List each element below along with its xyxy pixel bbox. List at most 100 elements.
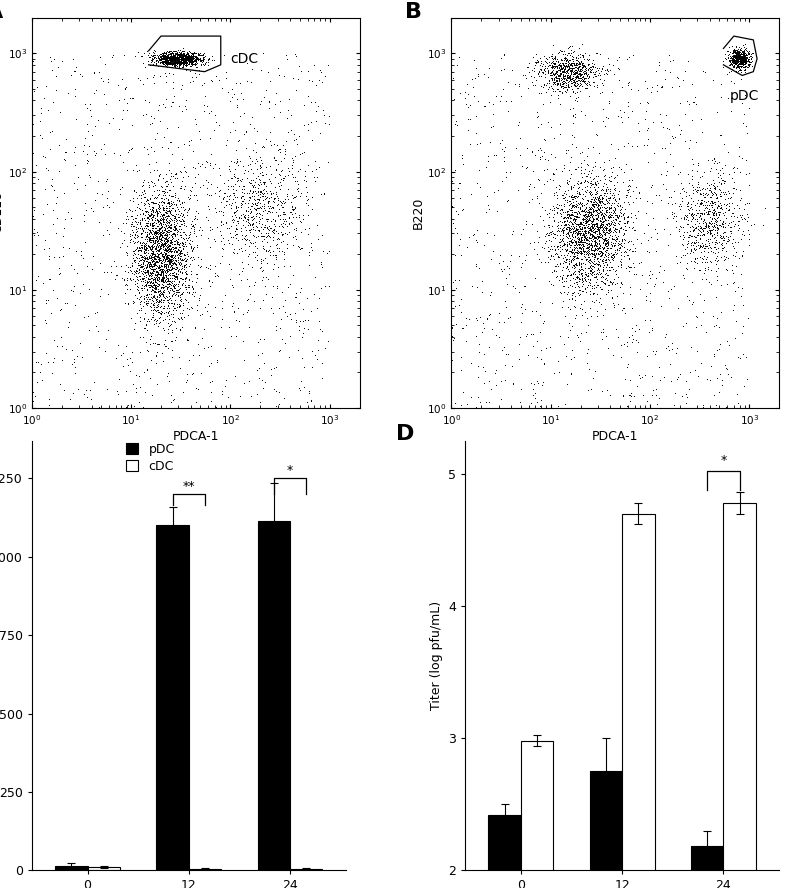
Point (615, 210, 627, 224)
Point (570, 269, 583, 283)
Point (153, 247, 165, 261)
Point (575, 326, 588, 340)
Point (711, 269, 723, 283)
Point (174, 47, 187, 61)
Point (132, 45, 145, 59)
Point (160, 53, 173, 67)
Point (559, 65, 572, 79)
Point (242, 209, 254, 223)
Point (172, 234, 184, 249)
Point (738, 379, 750, 393)
Point (141, 250, 153, 264)
Point (576, 48, 589, 62)
Point (575, 165, 588, 179)
Point (582, 241, 595, 255)
Point (148, 252, 161, 266)
Point (592, 230, 605, 244)
Point (699, 215, 712, 229)
Point (722, 234, 735, 248)
Point (680, 396, 692, 410)
Point (731, 55, 743, 69)
Point (180, 55, 192, 69)
Point (576, 65, 589, 79)
Point (151, 277, 164, 291)
Point (289, 289, 302, 304)
Point (152, 305, 165, 319)
Point (572, 197, 585, 211)
Point (740, 50, 753, 64)
Point (732, 52, 745, 67)
Point (594, 239, 607, 253)
Point (519, 279, 532, 293)
Point (717, 220, 730, 234)
Point (729, 50, 742, 64)
Point (739, 48, 751, 62)
Point (141, 362, 153, 377)
Point (57, 240, 70, 254)
Point (587, 59, 599, 73)
Point (691, 257, 704, 271)
Point (556, 242, 568, 256)
Point (724, 210, 737, 224)
Point (165, 52, 177, 67)
Point (208, 157, 221, 171)
Point (682, 194, 695, 209)
Point (81, 153, 94, 167)
Point (570, 66, 583, 80)
Point (560, 82, 573, 96)
Point (265, 221, 277, 235)
Point (553, 59, 566, 74)
Point (561, 242, 574, 256)
Point (568, 250, 580, 265)
Point (539, 202, 552, 217)
Point (149, 226, 162, 240)
Point (663, 190, 676, 204)
Point (262, 195, 274, 210)
Point (183, 56, 196, 70)
Point (661, 195, 674, 210)
Point (169, 240, 182, 254)
Point (155, 217, 168, 231)
Point (596, 232, 609, 246)
Point (138, 312, 150, 326)
Point (576, 234, 589, 249)
Point (162, 244, 175, 258)
Point (180, 51, 193, 65)
Point (169, 236, 181, 250)
Point (126, 266, 138, 281)
Point (735, 54, 747, 68)
Point (584, 186, 597, 200)
Point (244, 183, 257, 197)
Point (602, 111, 615, 125)
Point (727, 43, 740, 57)
Point (259, 179, 272, 194)
Point (149, 258, 162, 273)
Point (610, 194, 622, 208)
Point (737, 50, 750, 64)
Point (557, 77, 570, 91)
Point (646, 345, 659, 359)
Point (727, 63, 739, 77)
Point (736, 53, 749, 67)
Point (146, 218, 159, 232)
Point (555, 79, 568, 93)
Point (561, 48, 574, 62)
Point (159, 55, 172, 69)
Point (672, 70, 684, 84)
Point (632, 186, 645, 200)
Point (41, 355, 54, 369)
Point (541, 162, 553, 176)
Point (553, 83, 566, 98)
Point (659, 155, 672, 170)
Point (713, 208, 726, 222)
Point (162, 51, 175, 65)
Point (162, 307, 175, 321)
Point (100, 265, 113, 279)
Point (140, 244, 153, 258)
Point (702, 225, 715, 239)
Point (192, 223, 205, 237)
Point (728, 55, 741, 69)
Point (713, 128, 726, 142)
Point (591, 239, 603, 253)
Point (168, 54, 180, 68)
